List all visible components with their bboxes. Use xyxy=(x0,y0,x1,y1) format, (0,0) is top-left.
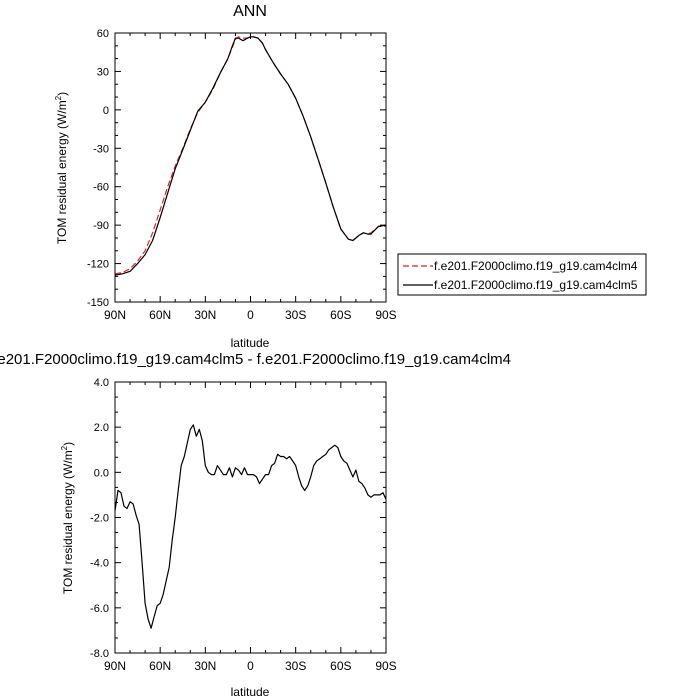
legend-label-clm4: f.e201.F2000climo.f19_g19.cam4clm4 xyxy=(434,259,638,273)
chart-top-x-tick-label: 60N xyxy=(149,308,171,322)
chart-top-y-tick-label: 30 xyxy=(97,66,109,78)
chart-bottom-series-line-0 xyxy=(114,424,387,629)
chart-top-y-tick-label: -90 xyxy=(93,220,109,232)
chart-top-y-tick-label: 0 xyxy=(103,105,109,117)
chart-bottom-x-tick-label: 60S xyxy=(330,659,351,673)
chart-bottom-y-tick-label: -2.0 xyxy=(90,513,109,525)
chart-top-series xyxy=(114,36,387,276)
chart-bottom-y-tick-label: 0.0 xyxy=(94,467,109,479)
chart-bottom-x-tick-label: 60N xyxy=(149,659,171,673)
chart-bottom-x-tick-label: 90N xyxy=(104,659,126,673)
chart-top-x-tick-label: 60S xyxy=(330,308,351,322)
chart-bottom-y-tick-label: 2.0 xyxy=(94,422,109,434)
chart-bottom-y-axis-label: TOM residual energy (W/m2) xyxy=(60,442,75,594)
chart-bottom-x-tick-label: 30S xyxy=(285,659,306,673)
chart-top-y-tick-label: -30 xyxy=(93,143,109,155)
legend-box xyxy=(397,253,647,296)
chart-top-x-tick-labels: 90N 60N 30N 0 30S 60S 90S xyxy=(104,308,397,322)
chart-bottom-y-tick-labels: -8.0 -6.0 -4.0 -2.0 0.0 2.0 4.0 xyxy=(90,377,109,660)
chart-top-x-axis-label: latitude xyxy=(231,336,270,350)
chart-top-y-tick-label: -120 xyxy=(87,259,109,271)
chart-top-y-axis-label: TOM residual energy (W/m2) xyxy=(54,92,69,244)
chart-top-series-line-1 xyxy=(114,36,387,276)
chart-bottom: f.e201.F2000climo.f19_g19.cam4clm5 - f.e… xyxy=(0,351,511,699)
chart-top-y-tick-label: 60 xyxy=(97,28,109,40)
chart-bottom-x-tick-label: 0 xyxy=(247,659,254,673)
chart-bottom-y-tick-label: -4.0 xyxy=(90,558,109,570)
chart-bottom-x-tick-labels: 90N 60N 30N 0 30S 60S 90S xyxy=(104,659,397,673)
chart-top-x-tick-label: 0 xyxy=(247,308,254,322)
chart-top-x-tick-label: 30S xyxy=(285,308,306,322)
chart-top-x-tick-label: 90N xyxy=(104,308,126,322)
chart-bottom-plot-frame xyxy=(114,381,387,654)
chart-top: ANN -150 -120 -90 -60 -30 0 30 60 90N 60N 30N 0 30S… xyxy=(54,3,647,350)
chart-top-y-tick-label: -150 xyxy=(87,297,109,309)
chart-top-ticks xyxy=(114,32,387,303)
legend: f.e201.F2000climo.f19_g19.cam4clm4 f.e20… xyxy=(397,253,647,296)
chart-top-series-line-0 xyxy=(114,36,386,275)
chart-top-y-tick-labels: -150 -120 -90 -60 -30 0 30 60 xyxy=(87,28,109,309)
chart-bottom-x-axis-label: latitude xyxy=(231,685,270,699)
legend-label-clm5: f.e201.F2000climo.f19_g19.cam4clm5 xyxy=(434,278,638,292)
chart-bottom-y-tick-label: 4.0 xyxy=(94,377,109,389)
chart-top-y-tick-label: -60 xyxy=(93,182,109,194)
chart-top-title: ANN xyxy=(233,3,267,20)
chart-bottom-series xyxy=(114,424,387,629)
chart-bottom-x-tick-label: 90S xyxy=(375,659,396,673)
chart-bottom-title: f.e201.F2000climo.f19_g19.cam4clm5 - f.e… xyxy=(0,351,511,368)
chart-top-plot-frame xyxy=(114,32,387,303)
chart-bottom-y-tick-label: -6.0 xyxy=(90,603,109,615)
chart-bottom-x-tick-label: 30N xyxy=(194,659,216,673)
chart-bottom-y-tick-label: -8.0 xyxy=(90,648,109,660)
chart-top-x-tick-label: 30N xyxy=(194,308,216,322)
chart-top-x-tick-label: 90S xyxy=(375,308,396,322)
